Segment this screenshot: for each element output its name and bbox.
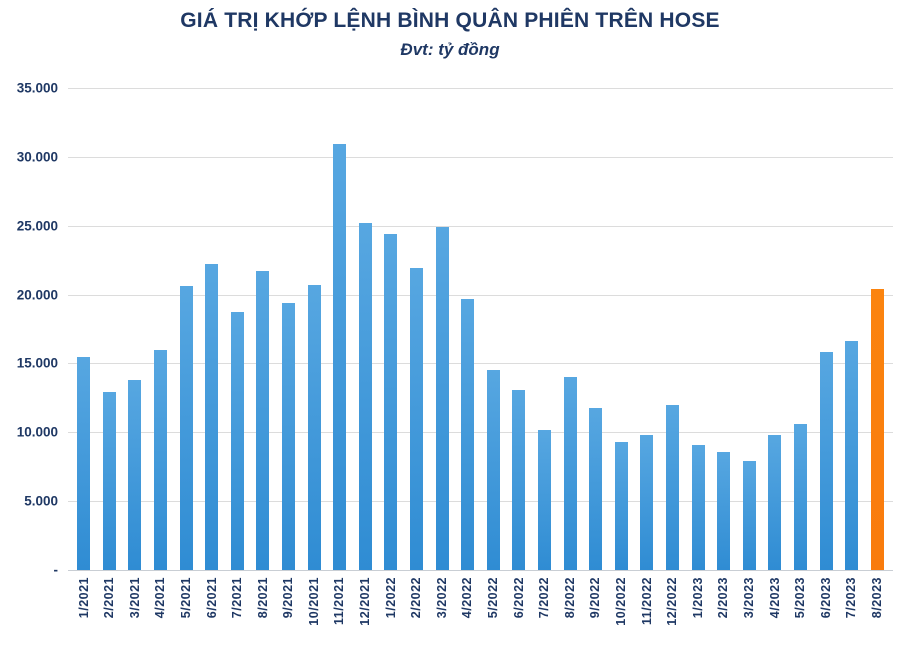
gridline (68, 225, 893, 227)
bar (256, 271, 270, 570)
bar (486, 370, 500, 570)
bar (589, 407, 603, 570)
y-axis-label: 30.000 (16, 149, 58, 165)
bar (665, 404, 679, 570)
bar (230, 312, 244, 570)
x-axis-label: 5/2021 (178, 577, 193, 619)
x-axis-label: 9/2021 (281, 577, 296, 619)
x-axis-label: 11/2022 (639, 577, 654, 625)
bar (435, 227, 449, 570)
bar (793, 424, 807, 570)
bar (282, 302, 296, 570)
bar (179, 286, 193, 570)
chart-title: GIÁ TRỊ KHỚP LỆNH BÌNH QUÂN PHIÊN TRÊN H… (180, 9, 720, 32)
bar (640, 435, 654, 570)
bar (845, 341, 859, 570)
y-axis-label: 10.000 (16, 424, 58, 440)
gridline (68, 570, 893, 571)
bar (819, 352, 833, 570)
x-axis-label: 3/2021 (127, 577, 142, 619)
chart-subtitle: Đvt: tỷ đồng (400, 40, 500, 59)
bar (691, 444, 705, 570)
y-axis-label: 5.000 (24, 493, 58, 509)
x-axis-label: 2/2021 (102, 577, 117, 619)
bar (742, 461, 756, 570)
x-axis-label: 9/2022 (588, 577, 603, 619)
x-axis-label: 8/2023 (869, 577, 884, 619)
x-axis-label: 3/2023 (741, 577, 756, 619)
x-axis-label: 1/2021 (76, 577, 91, 619)
bar (768, 435, 782, 570)
bar (537, 429, 551, 570)
x-axis-label: 6/2021 (204, 577, 219, 619)
x-axis-label: 12/2021 (358, 577, 373, 626)
gridline (68, 432, 893, 434)
bar (717, 451, 731, 570)
bar (410, 268, 424, 570)
y-axis-label: 35.000 (16, 80, 58, 96)
bar (358, 222, 372, 570)
y-axis: 35.000 30.000 25.000 20.000 15.000 10.000 5.00… (0, 81, 60, 578)
x-axis-label: 4/2021 (153, 577, 168, 619)
plot-area (68, 88, 893, 571)
x-axis-label: 7/2021 (230, 577, 245, 619)
x-axis-label: 4/2022 (460, 577, 475, 619)
bar (461, 298, 475, 570)
x-axis-label: 10/2021 (306, 577, 321, 626)
x-axis-label: 10/2022 (614, 577, 629, 626)
x-axis-label: 11/2021 (332, 577, 347, 625)
x-axis-label: 5/2022 (486, 577, 501, 619)
x-axis-label: 1/2022 (383, 577, 398, 619)
y-axis-label: - (53, 562, 59, 578)
bar (614, 441, 628, 570)
bar-highlighted (870, 289, 884, 570)
gridline (68, 363, 893, 365)
x-axis: 1/2021 2/2021 3/2021 4/2021 5/2021 6/2021 7/20… (68, 574, 893, 644)
x-axis-label: 2/2022 (409, 577, 424, 619)
x-axis-label: 12/2022 (665, 577, 680, 626)
y-axis-label: 20.000 (16, 287, 58, 303)
gridline (68, 501, 893, 503)
gridline (68, 294, 893, 296)
x-axis-label: 6/2022 (511, 577, 526, 619)
y-axis-label: 25.000 (16, 218, 58, 234)
gridline (68, 88, 893, 89)
bar (128, 379, 142, 570)
bar (154, 349, 168, 570)
bar (563, 377, 577, 570)
gridline (68, 156, 893, 158)
x-axis-label: 2/2023 (716, 577, 731, 619)
bar (384, 233, 398, 570)
x-axis-label: 8/2021 (255, 577, 270, 619)
bar (77, 356, 91, 570)
bar (102, 392, 116, 570)
bar-series (68, 88, 893, 570)
bar (512, 389, 526, 570)
x-axis-label: 5/2023 (793, 577, 808, 619)
bar (307, 284, 321, 570)
x-axis-label: 1/2023 (690, 577, 705, 619)
x-axis-label: 4/2023 (767, 577, 782, 619)
x-axis-label: 8/2022 (562, 577, 577, 619)
x-axis-label: 6/2023 (818, 577, 833, 619)
x-axis-label: 7/2023 (844, 577, 859, 619)
x-axis-label: 3/2022 (434, 577, 449, 619)
bar (205, 264, 219, 570)
x-axis-label: 7/2022 (537, 577, 552, 619)
bar (333, 144, 347, 570)
y-axis-label: 15.000 (16, 355, 58, 371)
